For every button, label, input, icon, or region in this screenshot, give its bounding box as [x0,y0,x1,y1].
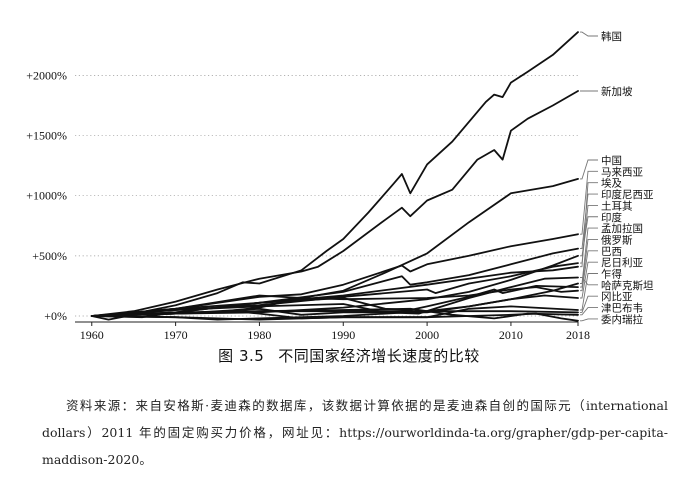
label-leader-line [580,204,598,264]
series-label: 马来西亚 [601,166,643,178]
y-tick-label: +1500% [26,129,67,143]
series-label: 中国 [601,154,622,167]
x-tick-label: 2000 [415,328,439,342]
series-line [90,286,579,317]
label-leader-line [580,159,598,180]
series-label: 冈比亚 [601,290,633,303]
series-line [90,285,579,317]
y-tick-label: +2000% [26,68,67,82]
label-leader-line [580,239,598,288]
x-tick-label: 2010 [499,328,523,342]
label-leader-line [580,318,598,322]
label-leader-line [580,170,598,235]
series-label: 巴西 [601,246,622,258]
series-label: 俄罗斯 [601,233,633,246]
series-label: 土耳其 [601,199,633,212]
series-label: 印度 [601,211,622,224]
series-label: 埃及 [601,177,622,190]
label-leader-line [580,250,598,292]
series-label: 乍得 [601,268,622,281]
series-line [90,90,579,317]
x-tick-label: 1970 [164,328,188,342]
x-tick-label: 1960 [80,328,104,342]
series-line [90,276,579,317]
label-leader-line [580,273,598,311]
y-tick-label: +1000% [26,189,67,203]
x-tick-label: 1980 [247,328,271,342]
series-label: 印度尼西亚 [601,188,654,201]
label-leader-line [580,216,598,257]
series-line [90,233,579,317]
series-label: 哈萨克斯坦 [601,279,654,292]
label-leader-line [580,193,598,250]
label-leader-line [580,307,598,316]
line-chart: +0% +500% +1000% +1500% +2000% 1960 1970 1980 19… [26,30,654,342]
series-label: 津巴布韦 [601,303,643,315]
series-label: 委内瑞拉 [601,313,643,326]
series-line [90,31,579,317]
series-line [90,310,579,322]
series-label: 尼日利亚 [601,257,643,269]
x-tick-label: 1990 [331,328,355,342]
series-label: 韩国 [601,30,622,43]
x-tick-label: 2018 [566,328,590,342]
label-leader-line [580,277,598,286]
y-tick-label: +0% [44,309,67,323]
series-label: 新加坡 [601,85,633,98]
figure-caption: 图 3.5 不同国家经济增长速度的比较 [0,345,698,366]
source-note: 资料来源：来自安格斯·麦迪森的数据库，该数据计算依据的是麦迪森自创的国际元（in… [42,398,668,467]
label-leader-line [580,261,598,299]
series-label: 孟加拉国 [601,222,643,235]
chart-area: +0% +500% +1000% +1500% +2000% 1960 1970 1980 19… [26,30,654,342]
label-leader-line [580,31,598,37]
label-leader-line [580,295,598,313]
figure-number: 图 3.5 [218,347,265,365]
label-leader-line [580,227,598,284]
figure-title: 不同国家经济增长速度的比较 [278,347,480,365]
y-tick-label: +500% [32,249,67,263]
